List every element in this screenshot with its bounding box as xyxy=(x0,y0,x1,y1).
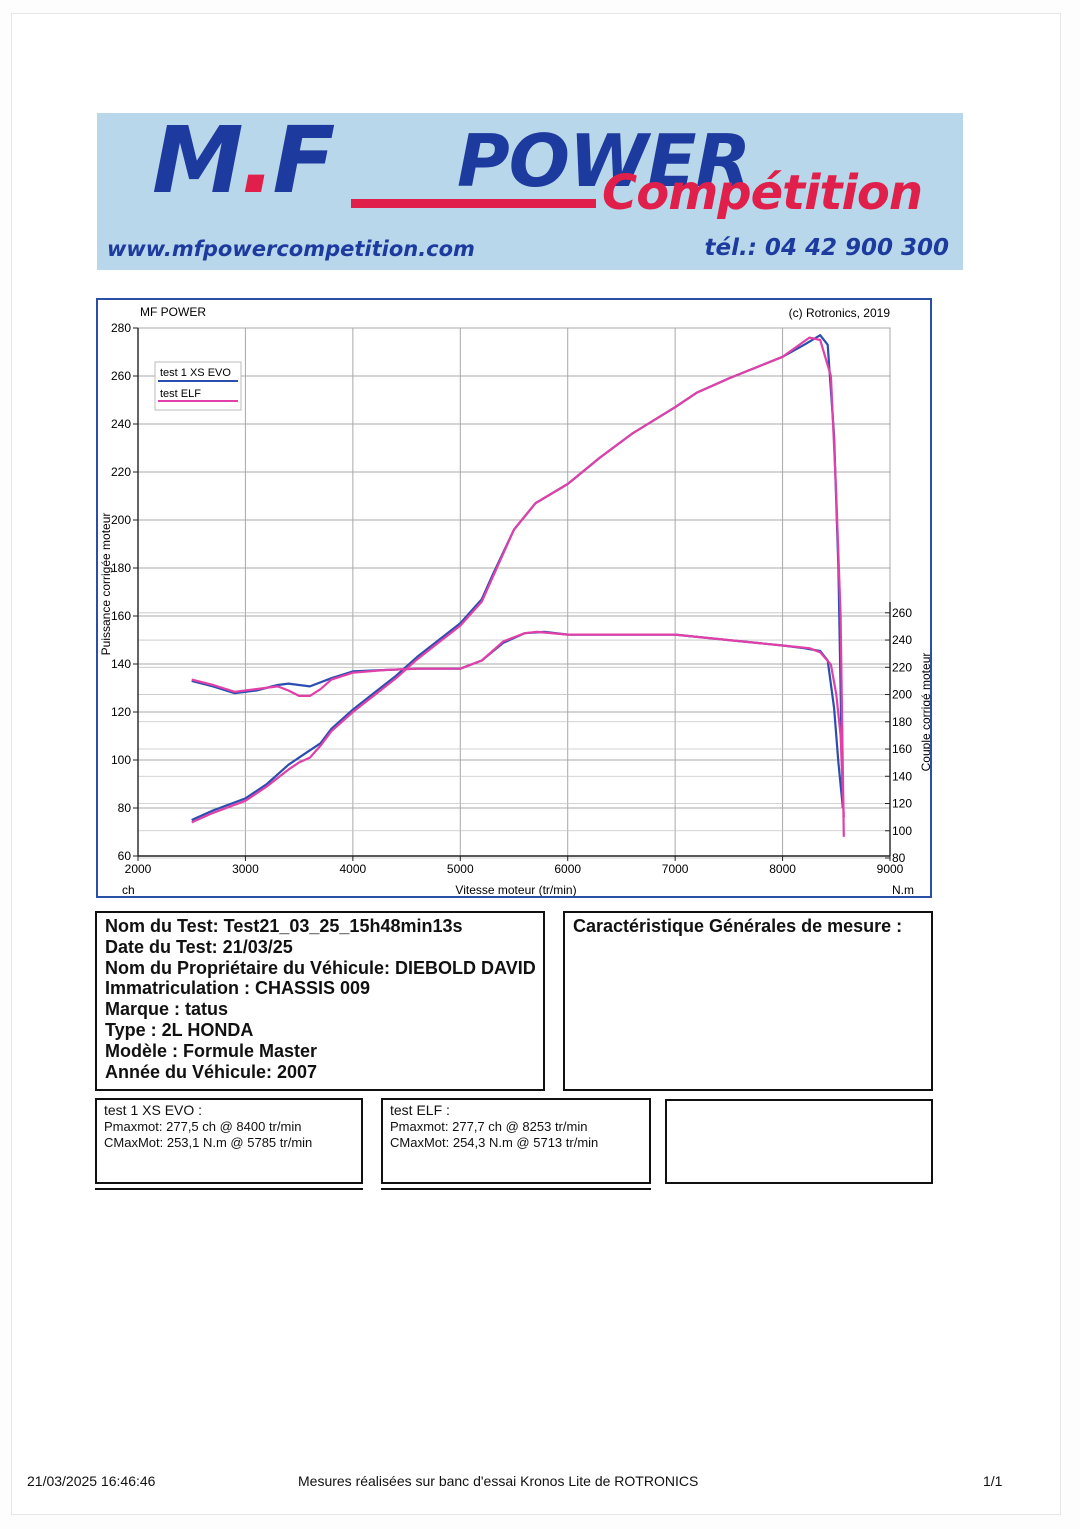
series-line-power-elf xyxy=(191,336,845,837)
y-left-tick-label: 260 xyxy=(111,369,131,383)
y-right-tick-label: 220 xyxy=(892,660,912,674)
y-right-tick-label: 260 xyxy=(892,606,912,620)
characteristics-box: Caractéristique Générales de mesure : xyxy=(563,911,933,1091)
result-2-title: test ELF : xyxy=(390,1102,450,1118)
chart-axes: 2000 3000 4000 5000 6000 7000 8000 9000 60 80 100 1… xyxy=(111,321,912,876)
y-left-tick-label: 100 xyxy=(111,753,131,767)
info-test-date: Date du Test: 21/03/25 xyxy=(105,936,293,957)
y-left-tick-label: 80 xyxy=(118,801,132,815)
dyno-chart: 2000 3000 4000 5000 6000 7000 8000 9000 60 80 100 1… xyxy=(99,305,933,897)
chart-left-unit: ch xyxy=(122,883,135,896)
chart-xlabel: Vitesse moteur (tr/min) xyxy=(455,883,576,896)
footer-note: Mesures réalisées sur banc d'essai Krono… xyxy=(298,1473,699,1489)
dyno-chart-frame: 2000 3000 4000 5000 6000 7000 8000 9000 60 80 100 1… xyxy=(96,298,933,898)
footer-timestamp: 21/03/2025 16:46:46 xyxy=(27,1473,156,1489)
series-line-torque-xs-evo xyxy=(191,630,844,807)
info-registration: Immatriculation : CHASSIS 009 xyxy=(105,978,371,999)
series-line-torque-elf xyxy=(191,630,845,818)
info-owner: Nom du Propriétaire du Véhicule: DIEBOLD… xyxy=(105,957,536,978)
y-left-tick-label: 180 xyxy=(111,561,131,575)
info-type: Type : 2L HONDA xyxy=(105,1019,254,1040)
y-left-tick-label: 200 xyxy=(111,513,131,527)
x-tick-label: 3000 xyxy=(232,862,259,876)
characteristics-title: Caractéristique Générales de mesure : xyxy=(573,916,903,936)
chart-top-right-label: (c) Rotronics, 2019 xyxy=(789,306,891,320)
y-left-tick-label: 280 xyxy=(111,321,131,335)
chart-grid xyxy=(137,327,891,859)
legend-label-1: test 1 XS EVO xyxy=(160,367,231,379)
y-left-tick-label: 140 xyxy=(111,657,131,671)
footer-page: 1/1 xyxy=(983,1473,1003,1489)
y-right-tick-label: 140 xyxy=(892,769,912,783)
x-tick-label: 6000 xyxy=(554,862,581,876)
chart-top-left-label: MF POWER xyxy=(140,305,206,319)
test-info-box: Nom du Test: Test21_03_25_15h48min13s Da… xyxy=(95,911,545,1091)
brand-logo-mf: M.F xyxy=(152,107,335,214)
y-left-tick-label: 60 xyxy=(118,849,132,863)
result-box-2-underline xyxy=(381,1188,651,1190)
info-year: Année du Véhicule: 2007 xyxy=(105,1061,318,1082)
chart-series xyxy=(191,334,845,837)
chart-ylabel-left: Puissance corrigée moteur xyxy=(99,513,113,656)
y-right-tick-label: 160 xyxy=(892,742,912,756)
chart-right-unit: N.m xyxy=(892,883,914,896)
brand-banner: M.F POWER Compétition www.mfpowercompeti… xyxy=(97,107,963,270)
result-2-cmax: CMaxMot: 254,3 N.m @ 5713 tr/min xyxy=(390,1135,599,1150)
legend-label-2: test ELF xyxy=(160,388,201,400)
y-right-tick-label: 80 xyxy=(892,851,906,865)
info-brand: Marque : tatus xyxy=(105,999,229,1020)
y-right-tick-label: 180 xyxy=(892,715,912,729)
chart-ylabel-right: Couple corrigé moteur xyxy=(919,653,930,772)
brand-logo-underline xyxy=(351,199,596,208)
result-box-1: test 1 XS EVO : Pmaxmot: 277,5 ch @ 8400… xyxy=(95,1098,363,1184)
result-2-pmax: Pmaxmot: 277,7 ch @ 8253 tr/min xyxy=(390,1119,588,1134)
brand-phone: tél.: 04 42 900 300 xyxy=(704,235,949,261)
y-left-tick-label: 240 xyxy=(111,417,131,431)
info-test-name: Nom du Test: Test21_03_25_15h48min13s xyxy=(105,916,463,936)
plot-area xyxy=(137,327,891,857)
series-line-power-xs-evo xyxy=(191,334,844,822)
y-right-tick-label: 120 xyxy=(892,797,912,811)
x-tick-label: 5000 xyxy=(447,862,474,876)
y-right-tick-label: 100 xyxy=(892,824,912,838)
x-tick-label: 9000 xyxy=(877,862,904,876)
result-1-title: test 1 XS EVO : xyxy=(104,1102,203,1118)
y-right-tick-label: 200 xyxy=(892,688,912,702)
result-box-3 xyxy=(665,1099,933,1184)
x-tick-label: 7000 xyxy=(662,862,689,876)
y-left-tick-label: 220 xyxy=(111,465,131,479)
y-left-tick-label: 120 xyxy=(111,705,131,719)
info-model: Modèle : Formule Master xyxy=(105,1040,318,1061)
result-box-2: test ELF : Pmaxmot: 277,7 ch @ 8253 tr/m… xyxy=(381,1098,651,1184)
brand-logo-competition: Compétition xyxy=(602,165,923,221)
brand-website: www.mfpowercompetition.com xyxy=(107,237,475,261)
y-left-tick-label: 160 xyxy=(111,609,131,623)
y-right-tick-label: 240 xyxy=(892,633,912,647)
chart-legend: test 1 XS EVO test ELF xyxy=(154,361,242,411)
x-tick-label: 2000 xyxy=(125,862,152,876)
result-box-1-underline xyxy=(95,1188,363,1190)
x-tick-label: 4000 xyxy=(340,862,367,876)
x-tick-label: 8000 xyxy=(769,862,796,876)
result-1-cmax: CMaxMot: 253,1 N.m @ 5785 tr/min xyxy=(104,1135,313,1150)
brand-logo-power: POWER xyxy=(457,119,751,203)
result-1-pmax: Pmaxmot: 277,5 ch @ 8400 tr/min xyxy=(104,1119,302,1134)
